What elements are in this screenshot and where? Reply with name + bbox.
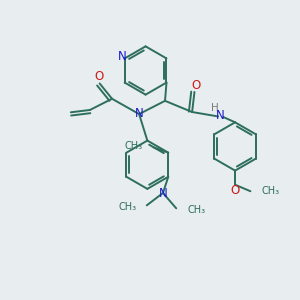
Text: N: N [135, 107, 144, 120]
Text: O: O [95, 70, 104, 83]
Text: N: N [216, 109, 225, 122]
Text: CH₃: CH₃ [188, 205, 206, 215]
Text: CH₃: CH₃ [118, 202, 136, 212]
Text: O: O [191, 79, 200, 92]
Text: O: O [231, 184, 240, 197]
Text: CH₃: CH₃ [262, 186, 280, 196]
Text: H: H [211, 103, 218, 113]
Text: N: N [118, 50, 127, 64]
Text: CH₃: CH₃ [124, 141, 142, 151]
Text: N: N [159, 187, 168, 200]
